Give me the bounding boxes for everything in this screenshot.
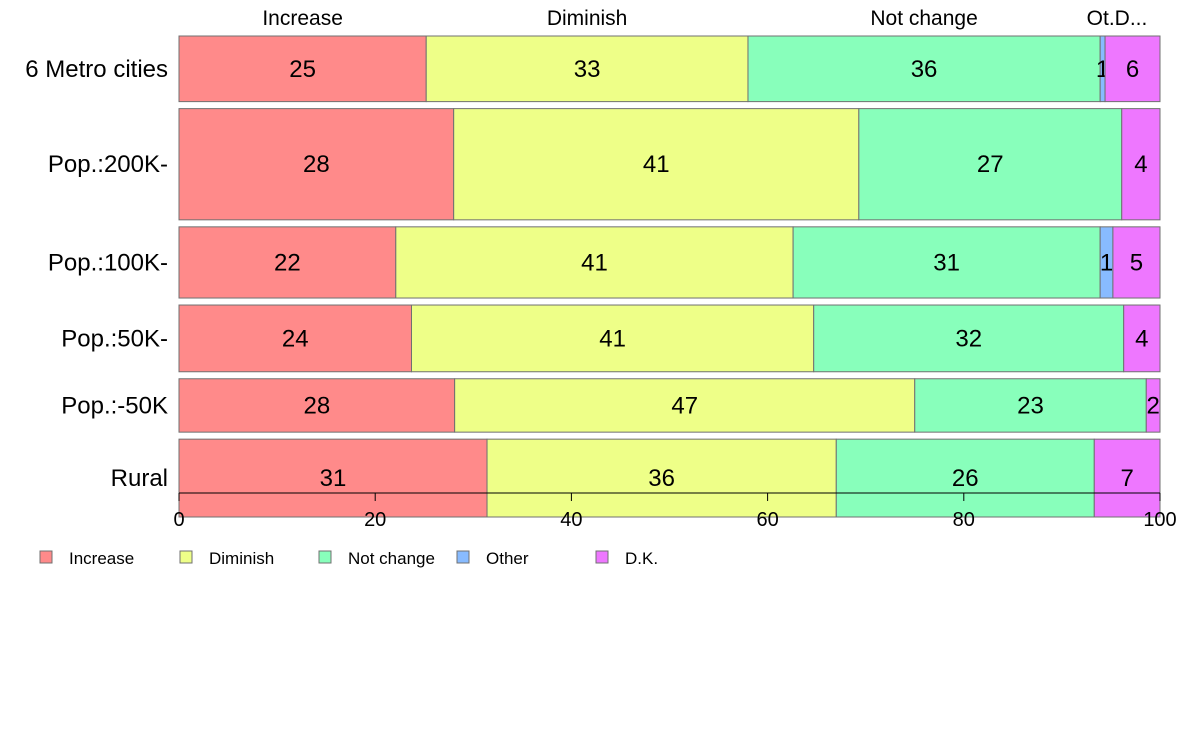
legend-swatch bbox=[456, 550, 470, 564]
bar-segment bbox=[1123, 304, 1161, 373]
legend-label: D.K. bbox=[625, 549, 658, 568]
data-label: 41 bbox=[581, 249, 608, 276]
legend-label: Increase bbox=[69, 549, 134, 568]
x-tick-label: 80 bbox=[953, 509, 975, 531]
data-label: 7 bbox=[1120, 465, 1133, 492]
bar-segment bbox=[178, 108, 455, 221]
legend-swatch bbox=[39, 550, 53, 564]
bar-segment bbox=[792, 226, 1101, 299]
legend-swatch bbox=[179, 550, 193, 564]
legend-label: Not change bbox=[348, 549, 435, 568]
data-label: 28 bbox=[303, 151, 330, 178]
bar-segment bbox=[1121, 108, 1161, 221]
legend-label: Other bbox=[486, 549, 529, 568]
x-tick-label: 60 bbox=[756, 509, 778, 531]
bar-segment bbox=[178, 304, 412, 373]
data-label: 36 bbox=[911, 56, 938, 83]
bar-segment bbox=[395, 226, 794, 299]
data-label: 4 bbox=[1134, 151, 1147, 178]
data-label: 31 bbox=[933, 249, 960, 276]
column-header: Diminish bbox=[547, 7, 628, 30]
column-header: Ot.D... bbox=[1087, 7, 1148, 30]
data-label: 31 bbox=[320, 465, 347, 492]
bar-segment bbox=[858, 108, 1123, 221]
bar-segment bbox=[835, 438, 1095, 518]
data-label: 32 bbox=[955, 325, 982, 352]
bar-segment bbox=[410, 304, 815, 373]
bar-segment bbox=[914, 378, 1147, 433]
bar-segment bbox=[425, 35, 749, 103]
x-tick-label: 20 bbox=[364, 509, 386, 531]
category-label: 6 Metro cities bbox=[25, 56, 168, 83]
legend-swatch bbox=[595, 550, 609, 564]
x-tick-label: 0 bbox=[173, 509, 184, 531]
bar-segment bbox=[453, 108, 860, 221]
bar-segment bbox=[178, 226, 397, 299]
data-label: 41 bbox=[643, 151, 670, 178]
bar-segment bbox=[1145, 378, 1161, 433]
x-tick-label: 100 bbox=[1143, 509, 1176, 531]
bar-segment bbox=[486, 438, 837, 518]
data-label: 36 bbox=[648, 465, 675, 492]
category-label: Pop.:100K- bbox=[48, 249, 168, 276]
legend-swatch bbox=[318, 550, 332, 564]
category-label: Pop.:-50K bbox=[61, 392, 168, 419]
data-label: 41 bbox=[599, 325, 626, 352]
data-label: 2 bbox=[1146, 392, 1159, 419]
data-label: 47 bbox=[671, 392, 698, 419]
legend-label: Diminish bbox=[209, 549, 274, 568]
bar-segment bbox=[178, 35, 427, 103]
bar-segment bbox=[178, 438, 488, 518]
bar-segment bbox=[747, 35, 1101, 103]
column-header: Not change bbox=[870, 7, 977, 30]
category-label: Pop.:200K- bbox=[48, 151, 168, 178]
data-label: 5 bbox=[1130, 249, 1143, 276]
data-label: 24 bbox=[282, 325, 309, 352]
bar-segment bbox=[813, 304, 1125, 373]
data-label: 1 bbox=[1100, 249, 1113, 276]
bar-segment bbox=[1104, 35, 1161, 103]
data-label: 27 bbox=[977, 151, 1004, 178]
data-label: 26 bbox=[952, 465, 979, 492]
bar-segment bbox=[1093, 438, 1161, 518]
data-label: 25 bbox=[289, 56, 316, 83]
data-label: 23 bbox=[1017, 392, 1044, 419]
bar-segment bbox=[178, 378, 456, 433]
column-header: Increase bbox=[262, 7, 343, 30]
category-label: Pop.:50K- bbox=[61, 325, 168, 352]
data-label: 33 bbox=[574, 56, 601, 83]
category-label: Rural bbox=[111, 465, 168, 492]
x-tick-label: 40 bbox=[560, 509, 582, 531]
data-label: 28 bbox=[303, 392, 330, 419]
data-label: 4 bbox=[1135, 325, 1148, 352]
bar-segment bbox=[1112, 226, 1161, 299]
data-label: 22 bbox=[274, 249, 301, 276]
data-label: 6 bbox=[1126, 56, 1139, 83]
